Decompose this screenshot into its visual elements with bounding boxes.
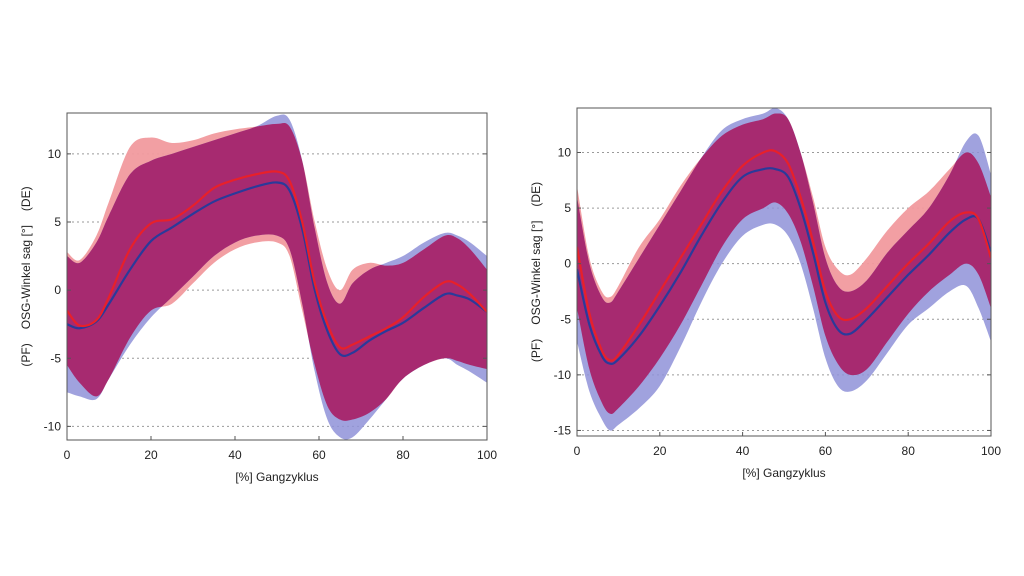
plot-area	[67, 114, 487, 440]
blue-sd-band	[577, 108, 991, 431]
y-tick-label: -10	[554, 368, 572, 382]
y-tick-label: -15	[554, 423, 572, 437]
y-tick-label: 0	[54, 283, 61, 297]
x-axis-label: [%] Gangzyklus	[742, 466, 825, 480]
y-tick-label: -5	[560, 312, 571, 326]
y-tick-label: -5	[50, 351, 61, 365]
red-mean-line	[67, 170, 487, 350]
y-tick-label: 5	[54, 215, 61, 229]
y-tick-label: 0	[564, 257, 571, 271]
y-axis-label-part: (DE)	[529, 182, 543, 207]
y-axis-label: (PF) OSG-Winkel sag [°] (DE)	[529, 182, 543, 362]
y-axis-label-part: (PF)	[529, 339, 543, 362]
x-tick-label: 40	[736, 444, 750, 458]
axes-frame	[576, 107, 992, 437]
x-tick-label: 80	[396, 448, 410, 462]
y-tick-label: 10	[558, 145, 572, 159]
x-tick-label: 100	[477, 448, 497, 462]
y-axis-label-part: OSG-Winkel sag [°]	[529, 221, 543, 325]
y-axis-label-part: (DE)	[19, 186, 33, 211]
blue-mean-line	[577, 167, 991, 366]
y-tick-label: 10	[48, 147, 62, 161]
overlap-band	[67, 122, 487, 421]
y-axis-label: (PF) OSG-Winkel sag [°] (DE)	[19, 186, 33, 366]
x-tick-label: 20	[653, 444, 667, 458]
y-tick-label: 5	[564, 201, 571, 215]
y-tick-label: -10	[44, 419, 62, 433]
x-tick-label: 40	[228, 448, 242, 462]
x-tick-label: 0	[574, 444, 581, 458]
blue-mean-line	[67, 181, 487, 358]
red-mean-line	[577, 149, 991, 362]
x-tick-label: 0	[64, 448, 71, 462]
y-axis-label-part: OSG-Winkel sag [°]	[19, 225, 33, 329]
plot-area	[577, 108, 991, 431]
x-tick-label: 60	[819, 444, 833, 458]
x-tick-label: 20	[144, 448, 158, 462]
axes-frame	[66, 112, 488, 441]
x-tick-label: 100	[981, 444, 1001, 458]
x-tick-label: 60	[312, 448, 326, 462]
y-axis-label-part: (PF)	[19, 343, 33, 366]
x-axis-label: [%] Gangzyklus	[235, 470, 318, 484]
x-tick-label: 80	[902, 444, 916, 458]
